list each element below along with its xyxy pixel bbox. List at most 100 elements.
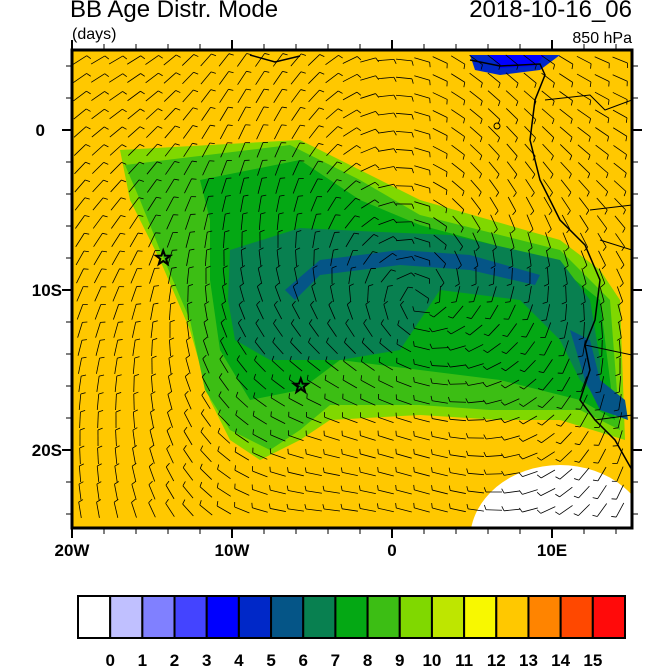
wind-barb-flag xyxy=(411,186,415,192)
wind-barb-flag xyxy=(113,499,119,503)
wind-barb xyxy=(469,144,483,156)
wind-barb-flag xyxy=(411,114,414,120)
wind-barb-flag xyxy=(323,449,325,455)
wind-barb-flag xyxy=(483,434,487,440)
wind-barb xyxy=(94,286,102,302)
wind-barb-flag xyxy=(378,356,381,362)
wind-barb xyxy=(312,232,316,248)
wind-barb xyxy=(360,181,376,191)
wind-barb xyxy=(527,304,533,320)
wind-barb xyxy=(540,469,556,479)
wind-barb xyxy=(525,179,535,193)
wind-barb xyxy=(489,196,499,212)
wind-barb xyxy=(564,303,568,321)
wind-barb-flag xyxy=(236,355,240,360)
wind-barb-flag xyxy=(104,73,110,77)
wind-barb xyxy=(560,431,572,445)
wind-barb-flag xyxy=(344,337,347,343)
wind-barb xyxy=(324,435,340,441)
wind-barb-flag xyxy=(133,391,139,395)
wind-barb-flag xyxy=(548,210,553,216)
wind-barb xyxy=(561,197,571,211)
wind-barb xyxy=(594,109,610,119)
wind-barb xyxy=(218,395,230,409)
wind-barb xyxy=(578,485,590,499)
wind-barb xyxy=(163,54,177,66)
wind-barb xyxy=(618,322,622,338)
wind-barb xyxy=(450,55,466,65)
wind-barb-flag xyxy=(223,247,229,251)
wind-barb xyxy=(96,393,100,411)
wind-barb xyxy=(329,232,335,248)
wind-barb-flag xyxy=(116,392,122,395)
wind-barb-flag xyxy=(537,405,543,409)
wind-barb xyxy=(579,215,589,229)
wind-barb xyxy=(450,454,466,458)
wind-barb-flag xyxy=(175,72,181,76)
wind-barb-flag xyxy=(526,265,532,269)
wind-barb-flag xyxy=(153,285,159,287)
wind-barb xyxy=(360,75,376,81)
wind-barb xyxy=(396,489,412,495)
wind-barb xyxy=(612,74,628,82)
wind-barb xyxy=(204,285,208,303)
wind-barb xyxy=(218,377,230,391)
wind-barb xyxy=(577,109,591,119)
wind-barb xyxy=(76,286,84,302)
wind-barb-flag xyxy=(395,503,397,509)
wind-barb xyxy=(252,433,268,443)
wind-barb-flag xyxy=(79,427,85,431)
wind-barb xyxy=(432,110,448,118)
wind-barb-flag xyxy=(269,485,271,491)
wind-barb xyxy=(256,286,264,302)
wind-barb-flag xyxy=(282,88,288,91)
wind-barb xyxy=(201,142,211,158)
colorbar-box xyxy=(237,595,273,639)
wind-barb-flag xyxy=(361,337,365,343)
wind-barb-flag xyxy=(577,355,583,358)
wind-barb xyxy=(234,469,250,479)
wind-barb-flag xyxy=(377,503,379,509)
wind-barb-flag xyxy=(584,228,589,234)
wind-barb xyxy=(73,108,87,120)
wind-barb xyxy=(541,108,555,120)
wind-barb xyxy=(618,394,622,410)
wind-barb xyxy=(110,215,122,229)
wind-barb xyxy=(326,179,338,193)
wind-barb xyxy=(488,143,500,157)
wind-barb-flag xyxy=(592,479,598,482)
wind-barb xyxy=(200,89,212,103)
wind-barb-flag xyxy=(84,215,90,218)
wind-barb-flag xyxy=(397,320,400,326)
wind-barb xyxy=(395,167,413,169)
wind-barb xyxy=(396,435,412,441)
wind-barb-flag xyxy=(490,265,496,269)
wind-barb-flag xyxy=(278,212,284,215)
wind-barb xyxy=(94,304,102,320)
wind-barb xyxy=(451,144,465,156)
wind-barb xyxy=(182,107,194,121)
wind-barb xyxy=(598,268,606,284)
wind-barb xyxy=(377,76,395,80)
wind-barb-flag xyxy=(615,373,621,377)
wind-barb xyxy=(342,435,358,441)
wind-barb-flag xyxy=(131,498,136,503)
wind-barb xyxy=(167,268,173,284)
wind-barb xyxy=(561,376,571,392)
lon-label: 10E xyxy=(537,541,567,560)
wind-barb xyxy=(467,455,485,457)
wind-barb xyxy=(523,90,537,102)
wind-barb xyxy=(186,340,190,356)
wind-barb-flag xyxy=(549,192,553,197)
wind-barb xyxy=(110,162,122,174)
region-6 xyxy=(285,250,540,300)
colorbar-label: 9 xyxy=(395,651,404,667)
colorbar-label: 11 xyxy=(455,651,473,667)
wind-barb-flag xyxy=(473,265,479,269)
wind-barb xyxy=(504,435,520,441)
wind-barb xyxy=(288,453,304,459)
wind-barb xyxy=(616,286,624,302)
wind-barb xyxy=(199,486,213,498)
wind-barb-flag xyxy=(120,215,126,218)
wind-barb-flag xyxy=(496,155,500,161)
